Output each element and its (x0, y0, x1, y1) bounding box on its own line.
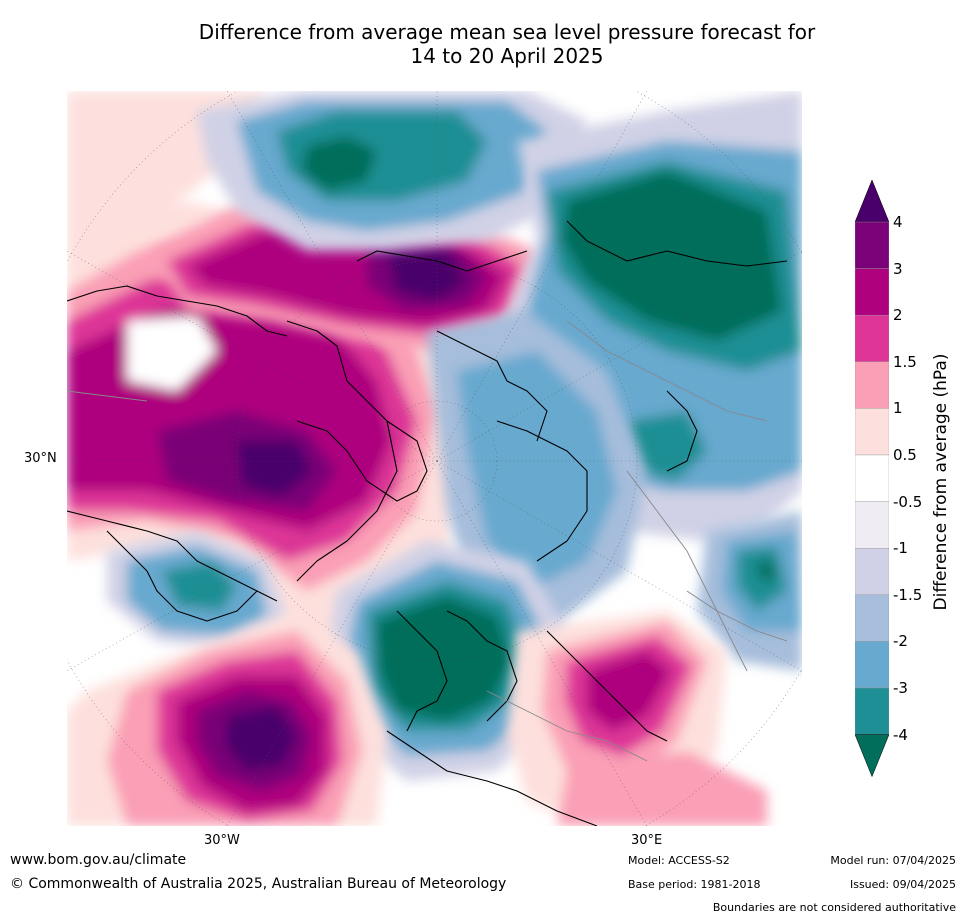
colorbar-band (855, 221, 889, 269)
colorbar-band (855, 268, 889, 316)
colorbar-band (855, 501, 889, 549)
footer-model: Model: ACCESS-S2 (628, 854, 730, 867)
colorbar-band (855, 314, 889, 362)
negative-anomaly-scandinavia (327, 541, 567, 781)
footer-disclaimer: Boundaries are not considered authoritat… (712, 901, 956, 914)
colorbar-tick-label: 3 (893, 259, 903, 278)
graticule (67, 91, 802, 826)
negative-anomaly-hudson-bay (107, 531, 287, 651)
colorbar (855, 180, 889, 778)
map-title: Difference from average mean sea level p… (0, 20, 965, 68)
colorbar-extend-bottom (855, 734, 889, 778)
colorbar-tick-label: 1.5 (893, 352, 917, 371)
footer-base-period: Base period: 1981-2018 (628, 878, 761, 891)
colorbar-band (855, 361, 889, 409)
positive-anomaly-atlantic (67, 611, 387, 826)
colorbar-tick-label: 1 (893, 399, 903, 418)
colorbar-extend-top (855, 180, 889, 223)
colorbar-band (855, 408, 889, 456)
negative-anomaly-arctic-north (197, 91, 587, 251)
colorbar-tick-label: 4 (893, 213, 903, 231)
footer-copyright: © Commonwealth of Australia 2025, Austra… (10, 876, 507, 892)
colorbar-tick-label: -4 (893, 725, 908, 744)
negative-anomaly-central (427, 311, 647, 631)
negative-anomaly-far-east (697, 511, 802, 671)
colorbar-band (855, 594, 889, 642)
footer-issued: Issued: 09/04/2025 (849, 878, 956, 891)
lon-label-30w: 30°W (204, 833, 240, 848)
colorbar-tick-label: 0.5 (893, 446, 917, 464)
colorbar-band (855, 687, 889, 735)
colorbar-tick-label: -2 (893, 632, 908, 651)
positive-anomaly-mediterranean (507, 611, 767, 826)
lat-label-30n: 30°N (24, 451, 57, 466)
pressure-anomaly-map (67, 91, 802, 826)
colorbar-band (855, 454, 889, 502)
colorbar-tick-label: -3 (893, 679, 908, 697)
country-borders (67, 320, 788, 762)
footer-url: www.bom.gov.au/climate (10, 852, 187, 868)
map-title-line1: Difference from average mean sea level p… (198, 20, 816, 44)
lon-label-30e: 30°E (631, 833, 663, 848)
colorbar-tick-label: -1.5 (893, 585, 923, 604)
colorbar-tick-label: -0.5 (893, 492, 923, 511)
colorbar-title: Difference from average (hPa) (931, 353, 951, 611)
footer-model-run: Model run: 07/04/2025 (830, 854, 956, 867)
colorbar-bands (855, 180, 889, 778)
colorbar-tick-label: 2 (893, 306, 903, 325)
map-title-line2: 14 to 20 April 2025 (410, 44, 604, 68)
colorbar-band (855, 641, 889, 689)
colorbar-tick-label: -1 (893, 539, 908, 558)
colorbar-band (855, 548, 889, 596)
